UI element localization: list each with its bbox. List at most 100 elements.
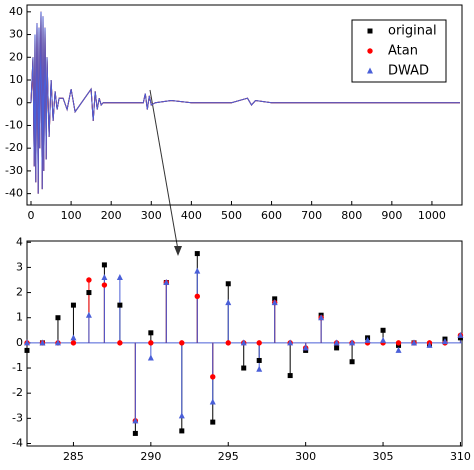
marker (364, 336, 371, 343)
y-tick-label: -2 (12, 386, 23, 399)
y-tick-label: 10 (9, 73, 23, 86)
marker (179, 340, 185, 346)
marker (240, 339, 247, 346)
plot-frame (26, 4, 463, 206)
y-tick-label: 30 (9, 28, 23, 41)
marker (117, 302, 123, 308)
y-tick-label: -3 (12, 411, 23, 424)
marker (54, 339, 61, 346)
marker (380, 327, 386, 333)
marker (367, 48, 373, 54)
marker (163, 279, 170, 286)
marker (117, 340, 123, 346)
marker (148, 330, 154, 336)
y-tick-label: 40 (9, 5, 23, 18)
y-tick-label: 0 (16, 96, 23, 109)
x-tick-label: 700 (301, 209, 322, 222)
x-tick-label: 100 (61, 209, 82, 222)
marker (86, 290, 92, 296)
marker (395, 346, 402, 353)
marker (178, 412, 185, 419)
y-tick-label: 1 (16, 311, 23, 324)
x-tick-label: 1000 (418, 209, 446, 222)
marker (318, 314, 325, 321)
marker (272, 296, 278, 302)
marker (271, 299, 278, 306)
marker (241, 365, 247, 371)
marker (209, 398, 216, 405)
marker (85, 311, 92, 318)
marker (225, 281, 231, 287)
marker (256, 357, 262, 363)
marker (395, 340, 402, 346)
x-tick-label: 500 (221, 209, 242, 222)
marker (380, 336, 387, 343)
zoom-arrow (149, 89, 179, 251)
marker (367, 67, 373, 74)
marker (24, 339, 30, 346)
y-tick-label: 2 (16, 286, 23, 299)
marker (132, 430, 138, 436)
arrow-head (174, 246, 182, 256)
x-tick-label: 800 (341, 209, 362, 222)
marker (24, 347, 30, 353)
x-tick-label: 305 (373, 450, 394, 463)
x-tick-label: 285 (63, 450, 84, 463)
marker (411, 339, 418, 346)
marker (302, 344, 309, 351)
x-tick-label: 600 (261, 209, 282, 222)
marker (194, 267, 201, 274)
y-tick-label: -20 (5, 141, 23, 154)
y-tick-label: -4 (12, 436, 23, 449)
x-tick-label: 900 (381, 209, 402, 222)
y-tick-label: -10 (5, 118, 23, 131)
marker (287, 373, 293, 379)
marker (333, 339, 340, 346)
marker (132, 417, 139, 424)
y-tick-label: -40 (5, 187, 23, 200)
legend: original Atan DWAD (351, 19, 447, 83)
marker (457, 331, 464, 338)
x-tick-label: 295 (218, 450, 239, 463)
marker (70, 340, 77, 346)
marker (101, 282, 108, 288)
marker (256, 340, 262, 346)
marker (441, 338, 448, 345)
marker (334, 345, 340, 351)
marker (70, 302, 76, 308)
marker (148, 340, 154, 346)
marker (225, 340, 231, 346)
x-tick-label: 300 (141, 209, 162, 222)
y-tick-label: 0 (16, 336, 23, 349)
x-tick-label: 0 (28, 209, 35, 222)
marker (39, 339, 46, 346)
x-tick-label: 290 (140, 450, 161, 463)
y-tick-label: 20 (9, 50, 23, 63)
marker (426, 341, 433, 348)
marker (86, 277, 92, 283)
marker (349, 339, 356, 346)
marker (55, 315, 61, 321)
x-tick-label: 300 (295, 450, 316, 463)
marker (147, 354, 154, 361)
x-tick-label: 310 (450, 450, 471, 463)
marker (179, 428, 185, 434)
legend-label: original (388, 24, 437, 39)
x-tick-label: 200 (101, 209, 122, 222)
marker (101, 262, 107, 268)
marker (349, 359, 355, 365)
marker (194, 251, 200, 257)
series-line (30, 11, 460, 194)
marker (210, 419, 216, 425)
legend-label: DWAD (388, 64, 429, 79)
marker (101, 273, 108, 280)
marker (194, 293, 200, 300)
legend-label: Atan (388, 44, 418, 59)
marker (287, 339, 294, 346)
y-tick-label: 4 (16, 235, 23, 248)
marker (256, 365, 263, 372)
marker (367, 28, 373, 34)
x-tick-label: 400 (181, 209, 202, 222)
